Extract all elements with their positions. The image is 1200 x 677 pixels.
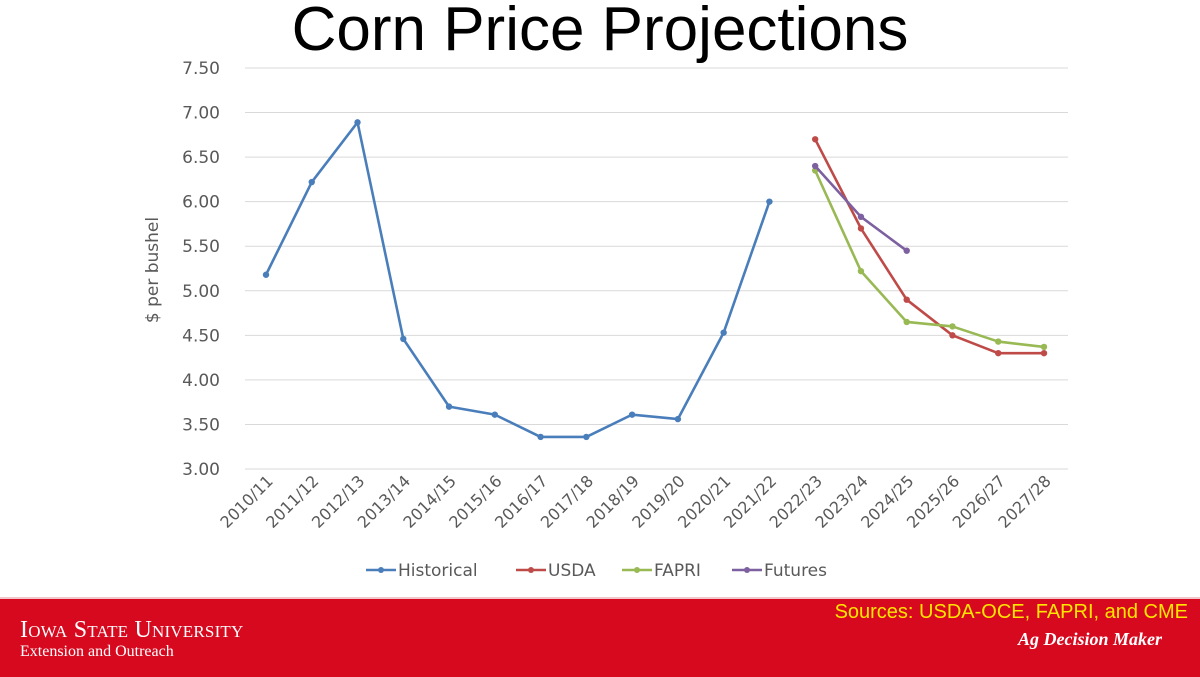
y-tick-label: 3.00	[182, 460, 220, 480]
legend-marker	[378, 567, 384, 573]
series-line-usda	[814, 138, 1044, 355]
series-line-futures	[814, 165, 908, 252]
data-point-usda	[995, 349, 1002, 357]
data-point-futures	[811, 162, 819, 170]
legend-marker	[528, 567, 534, 573]
data-point-usda	[903, 296, 910, 303]
data-point-historical	[720, 329, 727, 336]
data-point-usda	[811, 136, 819, 143]
y-tick-label: 7.50	[182, 59, 220, 79]
data-point-historical	[491, 411, 499, 418]
data-point-historical	[537, 433, 544, 441]
y-tick-label: 3.50	[182, 415, 220, 435]
data-point-usda	[949, 332, 956, 339]
university-logo: Iowa State University	[20, 617, 244, 643]
sources-note: Sources: USDA-OCE, FAPRI, and CME	[834, 601, 1188, 623]
data-point-futures	[903, 247, 910, 254]
data-point-historical	[262, 271, 270, 278]
series-line-fapri	[813, 169, 1045, 349]
y-axis-label: $ per bushel	[143, 217, 163, 323]
y-tick-label: 7.00	[182, 104, 220, 124]
legend-marker	[634, 567, 640, 573]
y-tick-label: 4.50	[182, 326, 220, 346]
series-line-historical	[264, 121, 771, 439]
y-tick-label: 5.00	[182, 282, 220, 302]
data-point-fapri	[995, 338, 1002, 345]
data-point-fapri	[1040, 343, 1048, 351]
y-tick-label: 4.00	[182, 371, 220, 391]
legend-label: USDA	[548, 561, 596, 581]
data-point-historical	[766, 198, 773, 205]
data-point-fapri	[949, 323, 956, 330]
legend-label: Historical	[398, 561, 478, 581]
chart-title: Corn Price Projections	[291, 0, 909, 64]
data-point-usda	[857, 225, 865, 232]
legend-label: Futures	[764, 561, 827, 581]
data-point-futures	[857, 213, 865, 221]
data-point-historical	[308, 178, 315, 186]
data-point-fapri	[857, 267, 865, 275]
data-point-historical	[445, 403, 453, 410]
y-tick-label: 6.00	[182, 193, 220, 213]
legend-label: FAPRI	[654, 561, 701, 581]
y-tick-label: 5.50	[182, 237, 220, 257]
data-point-usda	[1040, 349, 1048, 357]
university-unit: Extension and Outreach	[20, 643, 174, 660]
data-point-fapri	[903, 318, 910, 326]
program-name: Ag Decision Maker	[1018, 629, 1162, 649]
line-chart: 3.00 3.50 4.00 4.50 5.00 5.50 6.00 6.50 7.00 7.50…	[143, 59, 1068, 581]
data-point-historical	[628, 411, 636, 418]
data-point-historical	[354, 119, 361, 126]
footer-banner: Iowa State University Extension and Outr…	[0, 597, 1200, 677]
y-tick-label: 6.50	[182, 148, 220, 168]
data-point-historical	[400, 335, 407, 343]
legend-marker	[744, 567, 750, 573]
data-point-historical	[583, 433, 590, 441]
data-point-historical	[674, 415, 682, 423]
